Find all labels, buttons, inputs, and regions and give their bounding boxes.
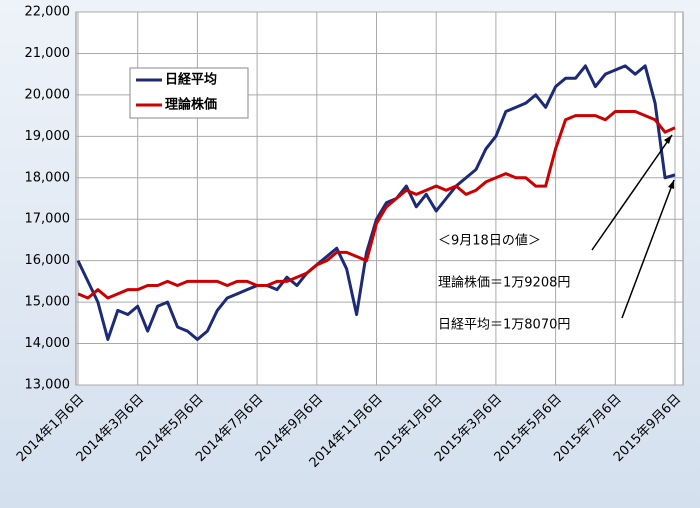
y-tick-label: 16,000 <box>25 253 71 268</box>
annotation: ＜9月18日の値＞ <box>438 233 541 249</box>
y-tick-label: 18,000 <box>25 170 71 185</box>
y-tick-label: 14,000 <box>25 336 71 351</box>
y-tick-label: 17,000 <box>25 212 71 227</box>
y-tick-label: 20,000 <box>25 87 71 102</box>
legend-label: 理論株価 <box>165 97 217 113</box>
y-tick-label: 13,000 <box>25 378 71 393</box>
annotation: 日経平均＝1万8070円 <box>438 318 570 333</box>
arrow <box>591 134 673 251</box>
annotation: 理論株価＝1万9208円 <box>438 275 570 291</box>
line <box>76 64 676 341</box>
legend <box>129 67 249 119</box>
arrow-head <box>664 135 672 144</box>
y-tick-label: 15,000 <box>25 295 71 310</box>
y-tick-label: 22,000 <box>25 5 71 20</box>
y-tick-label: 21,000 <box>25 46 71 61</box>
y-tick-label: 19,000 <box>25 129 71 144</box>
legend-label: 日経平均 <box>165 72 217 88</box>
arrow <box>621 179 675 319</box>
arrow-head <box>668 180 674 189</box>
line <box>77 109 676 300</box>
